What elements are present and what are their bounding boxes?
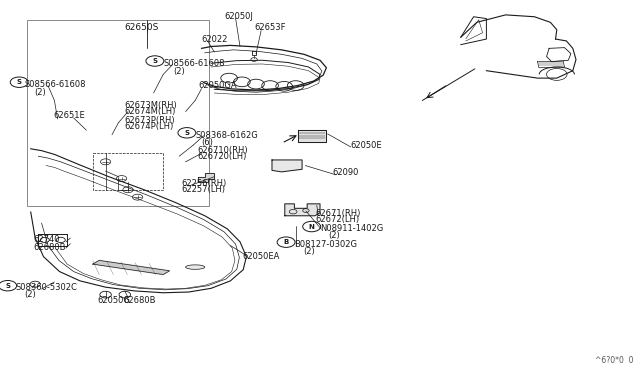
Text: 626710(RH): 626710(RH)	[197, 146, 248, 155]
Text: 62050G: 62050G	[97, 296, 130, 305]
Polygon shape	[298, 130, 326, 142]
Text: 62653F: 62653F	[254, 23, 285, 32]
Text: 62680B: 62680B	[124, 296, 156, 305]
Text: B: B	[284, 239, 289, 245]
Text: 62651E: 62651E	[53, 111, 85, 120]
Text: S08566-61608: S08566-61608	[24, 80, 86, 89]
Text: 62090: 62090	[333, 168, 359, 177]
Polygon shape	[285, 204, 320, 216]
Text: 62650S: 62650S	[125, 23, 159, 32]
Polygon shape	[272, 160, 302, 172]
Text: N08911-1402G: N08911-1402G	[320, 224, 383, 233]
Text: (2): (2)	[173, 67, 184, 76]
Text: S08360-5302C: S08360-5302C	[16, 283, 78, 292]
Text: ^6?0*0  0: ^6?0*0 0	[595, 356, 634, 365]
Text: 62674M(LH): 62674M(LH)	[125, 107, 176, 116]
Text: S: S	[17, 79, 22, 85]
Text: 62256(RH): 62256(RH)	[181, 179, 227, 187]
Text: B08127-0302G: B08127-0302G	[294, 240, 357, 249]
Text: 62050E: 62050E	[350, 141, 381, 150]
Text: (2): (2)	[24, 290, 36, 299]
Text: N: N	[308, 224, 315, 230]
Text: S: S	[152, 58, 157, 64]
Ellipse shape	[186, 265, 205, 269]
Text: 62050J: 62050J	[224, 12, 253, 21]
Text: (2): (2)	[328, 231, 340, 240]
Text: S08566-61608: S08566-61608	[163, 59, 225, 68]
Text: (2): (2)	[34, 88, 45, 97]
Text: 62050GA: 62050GA	[198, 81, 237, 90]
Text: 62674P(LH): 62674P(LH)	[125, 122, 174, 131]
Text: 62673M(RH): 62673M(RH)	[125, 101, 177, 110]
Text: 62671(RH): 62671(RH)	[316, 209, 361, 218]
Text: S: S	[5, 283, 10, 289]
Text: 62050EA: 62050EA	[242, 252, 279, 261]
Text: (2): (2)	[303, 247, 315, 256]
Polygon shape	[198, 173, 214, 182]
Text: 626720(LH): 626720(LH)	[197, 153, 246, 161]
Polygon shape	[93, 260, 170, 275]
Text: 62672(LH): 62672(LH)	[316, 215, 360, 224]
Text: 62740: 62740	[33, 235, 60, 244]
Text: 62680B: 62680B	[33, 243, 66, 251]
Text: 62022: 62022	[202, 35, 228, 44]
Text: 62257(LH): 62257(LH)	[181, 185, 225, 194]
Text: 62673P(RH): 62673P(RH)	[125, 116, 175, 125]
Text: S08368-6162G: S08368-6162G	[195, 131, 258, 140]
Text: S: S	[184, 130, 189, 136]
Text: (6): (6)	[202, 138, 214, 147]
